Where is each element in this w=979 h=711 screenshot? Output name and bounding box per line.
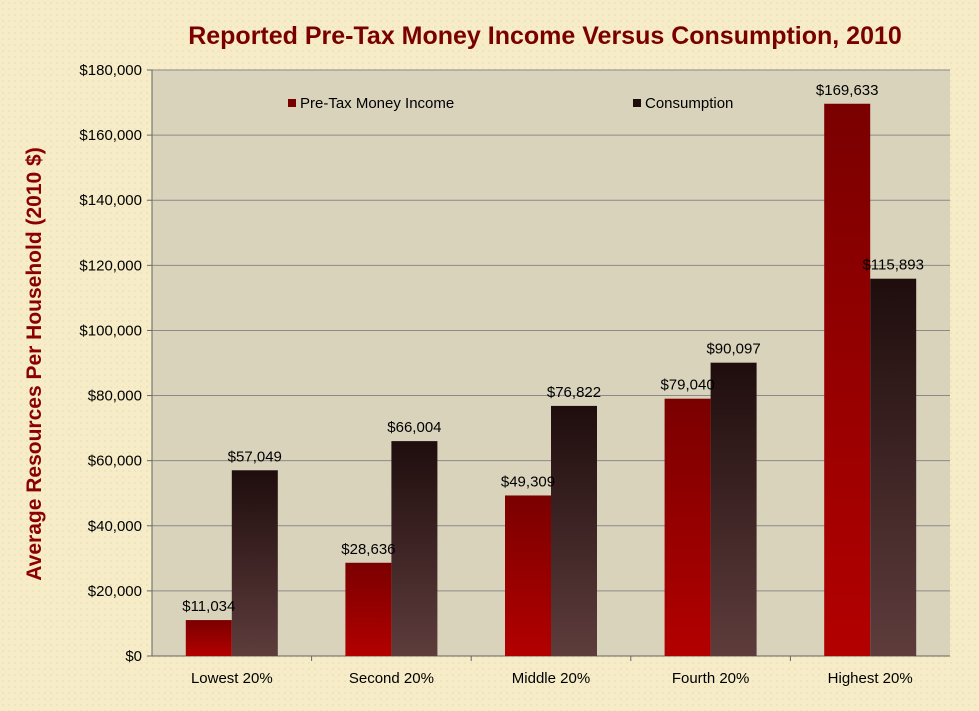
x-tick-label: Lowest 20% bbox=[191, 670, 273, 687]
data-label: $28,636 bbox=[341, 541, 395, 558]
y-tick-label: $40,000 bbox=[88, 518, 142, 535]
data-labels: $11,034 $57,049 $28,636 $66,004 $49,309 $76,8… bbox=[182, 82, 924, 615]
data-label: $57,049 bbox=[228, 448, 282, 465]
bar-income bbox=[824, 103, 871, 656]
bar-consumption bbox=[231, 470, 278, 656]
legend: Pre-Tax Money Income Consumption bbox=[288, 95, 733, 112]
legend-label: Pre-Tax Money Income bbox=[300, 95, 454, 112]
x-tick-label: Fourth 20% bbox=[672, 670, 750, 687]
data-label: $115,893 bbox=[862, 257, 923, 274]
data-label: $76,822 bbox=[547, 384, 601, 401]
data-label: $90,097 bbox=[706, 341, 760, 358]
legend-swatch bbox=[288, 99, 296, 107]
bar-income bbox=[505, 495, 551, 656]
y-axis: $0 $20,000 $40,000 $60,000 $80,000 $100,000 $1… bbox=[79, 62, 153, 665]
bar-income bbox=[664, 398, 711, 656]
y-tick-label: $20,000 bbox=[88, 583, 142, 600]
data-label: $169,633 bbox=[816, 82, 879, 99]
data-label: $79,040 bbox=[660, 377, 714, 394]
legend-label: Consumption bbox=[645, 95, 733, 112]
y-tick-label: $60,000 bbox=[88, 453, 142, 470]
data-label: $11,034 bbox=[182, 598, 235, 615]
bar-consumption bbox=[391, 441, 438, 656]
y-tick-label: $120,000 bbox=[79, 257, 142, 274]
y-tick-label: $180,000 bbox=[79, 62, 142, 79]
y-tick-label: $80,000 bbox=[88, 388, 142, 405]
bar-consumption bbox=[870, 278, 917, 656]
x-tick-label: Highest 20% bbox=[828, 670, 913, 687]
y-tick-label: $0 bbox=[125, 648, 142, 665]
y-tick-label: $160,000 bbox=[79, 127, 142, 144]
y-axis-label: Average Resources Per Household (2010 $) bbox=[23, 147, 46, 580]
bar-income bbox=[185, 620, 232, 656]
bar-consumption bbox=[710, 362, 757, 656]
x-axis: Lowest 20% Second 20% Middle 20% Fourth 20%… bbox=[152, 655, 950, 687]
y-tick-label: $100,000 bbox=[79, 322, 142, 339]
bar-consumption bbox=[551, 405, 597, 656]
legend-swatch bbox=[633, 99, 641, 107]
x-tick-label: Second 20% bbox=[349, 670, 434, 687]
y-tick-label: $140,000 bbox=[79, 192, 142, 209]
data-label: $66,004 bbox=[387, 419, 441, 436]
data-label: $49,309 bbox=[501, 473, 555, 490]
bar-income bbox=[345, 562, 392, 656]
x-tick-label: Middle 20% bbox=[512, 670, 590, 687]
chart-title: Reported Pre-Tax Money Income Versus Con… bbox=[188, 22, 902, 50]
bars bbox=[185, 103, 917, 656]
